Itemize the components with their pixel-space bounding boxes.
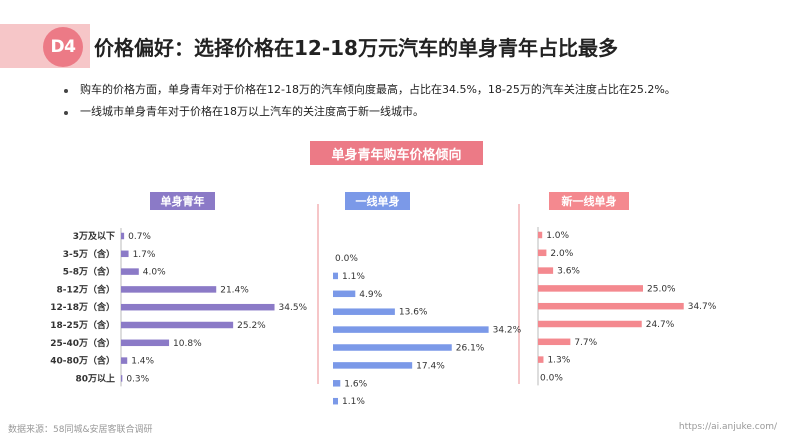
- bar-value-label: 17.4%: [416, 361, 445, 371]
- bar: [333, 290, 356, 298]
- category-tick-label: 3万及以下: [73, 231, 115, 242]
- bullet-dot-icon: [64, 89, 68, 93]
- panel-label-single-youth: 单身青年: [150, 192, 215, 210]
- bar: [333, 272, 339, 280]
- bar-value-label: 1.3%: [547, 356, 570, 366]
- category-tick-label: 5-8万（含）: [63, 266, 115, 278]
- bar-value-label: 34.7%: [688, 302, 717, 312]
- category-tick-label: 8-12万（含）: [56, 283, 115, 295]
- bar: [538, 338, 571, 346]
- bar: [121, 250, 129, 258]
- bar: [121, 321, 234, 329]
- bar-value-label: 0.7%: [128, 232, 151, 242]
- bar-value-label: 4.0%: [143, 268, 166, 278]
- panel-label-new-tier1: 新一线单身: [549, 192, 629, 210]
- panel-label-tier1: 一线单身: [345, 192, 410, 210]
- bar-value-label: 1.7%: [133, 250, 156, 260]
- category-tick-label: 3-5万（含）: [63, 248, 115, 260]
- bullet-text: 购车的价格方面，单身青年对于价格在12-18万的汽车倾向度最高，占比在34.5%…: [80, 83, 676, 96]
- bar: [538, 231, 543, 239]
- bar-value-label: 0.0%: [540, 373, 563, 383]
- bar-value-label: 25.2%: [237, 321, 266, 331]
- bar: [333, 308, 395, 315]
- bar-value-label: 10.8%: [173, 339, 202, 349]
- page-title: 价格偏好：选择价格在12-18万元汽车的单身青年占比最多: [94, 36, 618, 60]
- bar-value-label: 24.7%: [646, 320, 675, 330]
- bar: [538, 285, 643, 292]
- bar-value-label: 34.5%: [279, 303, 308, 313]
- category-tick-label: 80万以上: [75, 372, 115, 384]
- bullet-list: 购车的价格方面，单身青年对于价格在12-18万的汽车倾向度最高，占比在34.5%…: [64, 82, 774, 126]
- panel-divider: [317, 204, 319, 384]
- bar: [333, 397, 339, 405]
- section-badge: D4: [43, 27, 83, 67]
- bar: [333, 362, 413, 369]
- bar: [333, 380, 341, 387]
- bar-value-label: 34.2%: [493, 326, 522, 336]
- bar-value-label: 1.1%: [342, 397, 365, 407]
- bar-value-label: 0.3%: [126, 374, 149, 384]
- bar-value-label: 26.1%: [456, 344, 485, 354]
- bar-value-label: 3.6%: [557, 267, 580, 277]
- bar-value-label: 25.0%: [647, 284, 676, 294]
- bar: [538, 267, 554, 274]
- bar: [538, 249, 547, 257]
- category-tick-label: 25-40万（含）: [50, 337, 115, 349]
- bar-value-label: 0.0%: [335, 254, 358, 264]
- bullet-dot-icon: [64, 111, 68, 115]
- bar: [121, 303, 275, 311]
- data-source: 数据来源：58同城&安居客联合调研: [8, 425, 153, 435]
- bar: [333, 344, 452, 351]
- bar-value-label: 2.0%: [550, 249, 573, 259]
- bar: [538, 302, 684, 310]
- category-tick-label: 12-18万（含）: [50, 301, 115, 313]
- category-tick-label: 18-25万（含）: [50, 319, 115, 331]
- bar-value-label: 1.6%: [344, 379, 367, 389]
- bar: [121, 357, 128, 364]
- bar: [121, 268, 139, 275]
- bar: [121, 232, 125, 240]
- chart-title: 单身青年购车价格倾向: [310, 141, 483, 165]
- bullet-item: 一线城市单身青年对于价格在18万以上汽车的关注度高于新一线城市。: [64, 104, 774, 120]
- bullet-item: 购车的价格方面，单身青年对于价格在12-18万的汽车倾向度最高，占比在34.5%…: [64, 82, 774, 98]
- bar-value-label: 21.4%: [220, 285, 249, 295]
- bar: [121, 286, 217, 293]
- bar-value-label: 4.9%: [359, 290, 382, 300]
- footer-url: https://ai.anjuke.com/: [678, 422, 777, 432]
- bar: [538, 320, 642, 328]
- bar-value-label: 7.7%: [574, 338, 597, 348]
- bar: [121, 339, 170, 347]
- bar: [538, 356, 544, 363]
- bar-value-label: 1.0%: [546, 231, 569, 241]
- panel-divider: [518, 204, 520, 384]
- category-tick-label: 40-80万（含）: [50, 355, 115, 367]
- bar: [333, 326, 489, 333]
- bullet-text: 一线城市单身青年对于价格在18万以上汽车的关注度高于新一线城市。: [80, 105, 424, 118]
- bar-value-label: 1.4%: [131, 357, 154, 367]
- bar: [121, 375, 123, 382]
- bar-value-label: 1.1%: [342, 272, 365, 282]
- bar-value-label: 13.6%: [399, 308, 428, 318]
